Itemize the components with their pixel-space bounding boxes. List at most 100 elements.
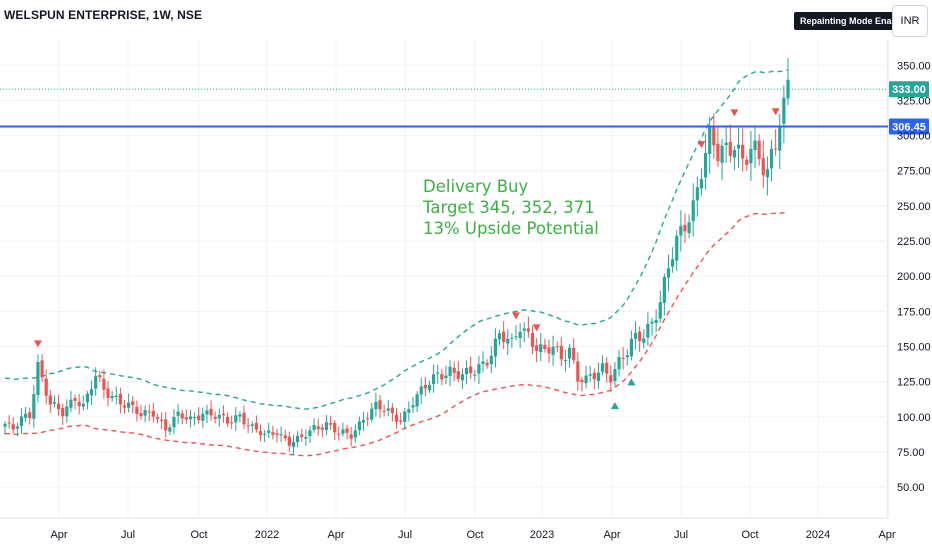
candle-body — [73, 398, 77, 401]
candle-body — [263, 433, 267, 435]
candle-body — [238, 414, 242, 417]
candle-body — [761, 157, 765, 176]
candle-body — [510, 337, 514, 339]
candle-body — [708, 125, 712, 154]
candle-body — [81, 403, 85, 407]
candle-body — [551, 346, 555, 355]
candle-body — [580, 379, 584, 383]
candle-body — [106, 388, 110, 398]
candle-body — [122, 405, 127, 408]
time-tick-label: 2022 — [255, 529, 279, 541]
last-price-tag — [889, 81, 929, 98]
sell-signal-marker — [532, 324, 541, 332]
candle-body — [155, 417, 160, 419]
candle-body — [44, 378, 48, 396]
candle-body — [576, 361, 580, 382]
candle-body — [555, 346, 559, 348]
candle-body — [131, 401, 135, 406]
candle-body — [394, 414, 399, 422]
candle-body — [613, 368, 617, 382]
level-price-tag-text: 306.45 — [892, 122, 926, 134]
candle-body — [192, 417, 197, 419]
price-axis[interactable]: 50.00 75.00 100.00 125.00 150.00 175.00 200.00… — [897, 60, 931, 494]
candle-body — [386, 408, 390, 411]
sell-signal-marker — [512, 312, 521, 320]
time-tick-label: Oct — [190, 529, 207, 541]
candle-body — [341, 429, 345, 434]
annotation-line-1: Delivery Buy — [423, 177, 529, 196]
candle-body — [135, 406, 139, 414]
candle-body — [230, 422, 234, 424]
candle-body — [19, 416, 24, 427]
candle-body — [118, 393, 122, 405]
buy-signal-marker — [627, 378, 636, 386]
time-tick-label: Jul — [398, 529, 412, 541]
candle-body — [749, 148, 753, 164]
candle-body — [98, 375, 102, 378]
level-price-tag — [889, 118, 929, 135]
price-tick-label: 100.00 — [897, 412, 931, 424]
candle-body — [720, 145, 724, 163]
candle-body — [485, 362, 489, 366]
candle-body — [605, 362, 609, 374]
candle-body — [530, 332, 535, 347]
candle-body — [535, 345, 539, 352]
candle-body — [588, 374, 592, 376]
repainting-badge: Repainting Mode Enabled — [794, 12, 917, 30]
signal-markers — [33, 108, 780, 410]
time-tick-label: Oct — [741, 529, 758, 541]
candle-body — [353, 430, 357, 438]
candle-body — [197, 415, 201, 421]
sell-signal-marker — [771, 108, 780, 116]
candle-body — [283, 435, 287, 439]
candle-body — [584, 375, 588, 384]
candle-body — [361, 420, 366, 423]
time-tick-label: Jul — [674, 529, 688, 541]
candle-body — [308, 430, 312, 437]
annotation-line-2: Target 345, 352, 371 — [423, 198, 595, 217]
candle-body — [300, 434, 304, 437]
upper-envelope-line — [4, 69, 789, 410]
candle-body — [732, 149, 737, 158]
candle-body — [481, 361, 485, 364]
candle-body — [172, 417, 176, 428]
candle-body — [753, 140, 757, 151]
candle-body — [85, 393, 90, 403]
candle-body — [168, 427, 172, 432]
candle-body — [32, 394, 36, 419]
candle-body — [526, 328, 530, 332]
candle-body — [662, 277, 666, 303]
currency-button[interactable]: INR — [892, 5, 928, 37]
candle-body — [242, 412, 246, 425]
candle-body — [254, 422, 258, 430]
time-axis[interactable]: Apr Jul Oct 2022 Apr Jul Oct 2023 Apr Jul Oct 2024 A… — [50, 529, 895, 541]
candle-body — [629, 338, 633, 357]
candle-body — [217, 414, 221, 419]
candle-body — [77, 401, 81, 407]
candle-body — [745, 159, 749, 165]
candle-body — [69, 399, 73, 408]
candle-body — [205, 410, 209, 415]
candle-body — [423, 385, 427, 389]
candle-body — [778, 125, 782, 151]
symbol-title[interactable]: WELSPUN ENTERPRISE, 1W, NSE — [4, 8, 203, 22]
candle-body — [522, 328, 526, 331]
candle-body — [642, 338, 646, 343]
candle-body — [757, 140, 761, 160]
candle-body — [769, 148, 774, 169]
price-tick-label: 325.00 — [897, 95, 931, 107]
candle-body — [695, 187, 699, 201]
candle-body — [456, 371, 460, 379]
candle-body — [633, 332, 638, 339]
candle-body — [506, 338, 510, 344]
candle-body — [320, 427, 324, 430]
candle-body — [328, 423, 333, 425]
candle-body — [221, 413, 226, 416]
candle-body — [473, 374, 477, 376]
time-tick-label: Apr — [603, 529, 620, 541]
candle-body — [559, 345, 563, 360]
candle-body — [61, 408, 65, 417]
candle-body — [563, 360, 568, 362]
candlestick-series — [3, 57, 790, 455]
